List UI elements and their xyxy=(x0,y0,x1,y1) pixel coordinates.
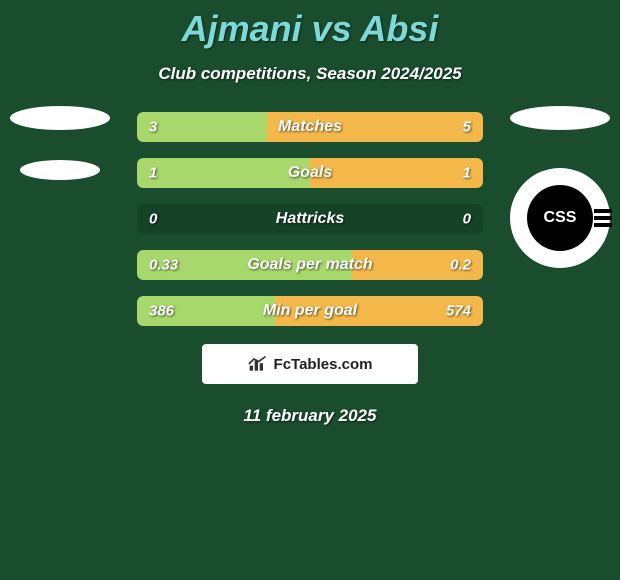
stat-label: Goals xyxy=(288,164,332,182)
stat-label: Min per goal xyxy=(263,302,357,320)
stat-label: Goals per match xyxy=(247,256,372,274)
stat-row: 0 0 Hattricks xyxy=(137,204,483,234)
logo-text: CSS xyxy=(544,209,577,227)
stat-row: 1 1 Goals xyxy=(137,158,483,188)
stats-area: CSS 3 5 Matches 1 1 Goals 0 0 Hattricks 0.33 0.2 Go… xyxy=(0,112,620,426)
stat-row: 386 574 Min per goal xyxy=(137,296,483,326)
stat-value-left: 0.33 xyxy=(149,257,178,274)
subtitle: Club competitions, Season 2024/2025 xyxy=(0,64,620,84)
placeholder-ellipse xyxy=(20,160,100,180)
page-title: Ajmani vs Absi xyxy=(0,0,620,50)
stat-bar-right xyxy=(310,158,483,188)
placeholder-ellipse xyxy=(510,106,610,130)
bar-chart-icon xyxy=(248,355,268,373)
stat-value-left: 386 xyxy=(149,303,174,320)
team-right-logo: CSS xyxy=(510,168,610,268)
team-right-badge: CSS xyxy=(510,106,610,206)
stat-rows: 3 5 Matches 1 1 Goals 0 0 Hattricks 0.33 0.2 Goals … xyxy=(137,112,483,326)
stat-value-left: 1 xyxy=(149,165,157,182)
stat-value-right: 5 xyxy=(463,119,471,136)
team-left-badge xyxy=(10,106,110,206)
stat-bar-left xyxy=(137,158,310,188)
logo-stripes-icon xyxy=(594,209,612,227)
stat-label: Matches xyxy=(278,118,342,136)
stat-row: 0.33 0.2 Goals per match xyxy=(137,250,483,280)
footer-date: 11 february 2025 xyxy=(0,406,620,426)
attribution-badge[interactable]: FcTables.com xyxy=(202,344,418,384)
stat-value-left: 3 xyxy=(149,119,157,136)
stat-value-right: 0 xyxy=(463,211,471,228)
stat-label: Hattricks xyxy=(276,210,344,228)
stat-value-right: 1 xyxy=(463,165,471,182)
stat-row: 3 5 Matches xyxy=(137,112,483,142)
stat-value-right: 574 xyxy=(446,303,471,320)
attribution-text: FcTables.com xyxy=(274,356,373,373)
stat-value-left: 0 xyxy=(149,211,157,228)
stat-value-right: 0.2 xyxy=(450,257,471,274)
placeholder-ellipse xyxy=(10,106,110,130)
